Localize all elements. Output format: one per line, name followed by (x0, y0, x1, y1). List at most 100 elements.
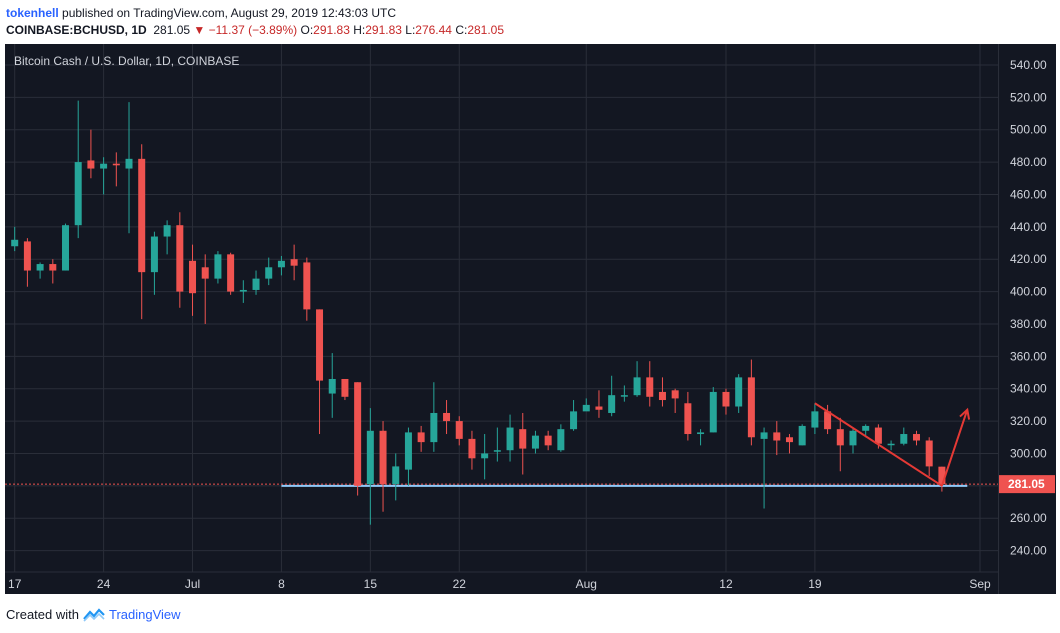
candle-body (11, 239, 19, 247)
candle-body (849, 430, 857, 446)
candle-body (582, 404, 590, 412)
y-tick-label: 260.00 (1010, 511, 1047, 525)
candle-body (277, 260, 285, 268)
candle-body (836, 429, 844, 446)
x-tick-label: 19 (808, 577, 822, 591)
close-label: C: (455, 23, 468, 37)
footer: Created with TradingView (6, 607, 181, 622)
x-tick-label: 17 (8, 577, 22, 591)
candle-body (760, 432, 768, 439)
candle-body (925, 440, 933, 467)
candle-body (595, 406, 603, 410)
candle-body (531, 435, 539, 449)
x-tick-label: 8 (278, 577, 285, 591)
ohlc-line: COINBASE:BCHUSD, 1D 281.05 ▼ −11.37 (−3.… (6, 22, 504, 38)
candle-body (735, 377, 743, 407)
candle-body (36, 264, 44, 271)
candle-body (49, 264, 57, 271)
price-axis[interactable] (998, 44, 1056, 594)
candle-body (125, 158, 133, 169)
low-label: L: (405, 23, 416, 37)
candle-body (404, 432, 412, 470)
candle-body (328, 378, 336, 394)
candle-body (74, 162, 82, 226)
high-value: 291.83 (365, 23, 402, 37)
high-label: H: (353, 23, 366, 37)
low-value: 276.44 (415, 23, 452, 37)
candle-body (697, 432, 705, 435)
y-tick-label: 400.00 (1010, 285, 1047, 299)
created-with-text: Created with (6, 607, 79, 622)
x-tick-label: Jul (185, 577, 200, 591)
y-tick-label: 440.00 (1010, 220, 1047, 234)
y-tick-label: 500.00 (1010, 123, 1047, 137)
candle-body (392, 466, 400, 485)
chart-pane[interactable] (5, 44, 998, 594)
candle-body (824, 411, 832, 430)
candle-body (150, 236, 158, 273)
y-tick-label: 540.00 (1010, 58, 1047, 72)
annotation (814, 402, 971, 487)
candle-body (163, 225, 171, 237)
y-tick-label: 480.00 (1010, 155, 1047, 169)
candle-body (430, 412, 438, 443)
author-link[interactable]: tokenhell (6, 6, 59, 20)
last-price-tag-bg (999, 475, 1055, 494)
candle-body (481, 453, 489, 459)
candle-body (379, 430, 387, 485)
symbol-label: COINBASE:BCHUSD, 1D (6, 23, 147, 37)
candle-body (239, 289, 247, 292)
x-tick-label: 12 (719, 577, 733, 591)
open-value: 291.83 (313, 23, 350, 37)
candle-body (100, 163, 108, 169)
x-tick-label: 24 (97, 577, 111, 591)
down-arrow-icon: ▼ (193, 23, 206, 37)
y-tick-label: 300.00 (1010, 446, 1047, 460)
candle-body (214, 254, 222, 279)
candle-body (658, 391, 666, 401)
tradingview-brand-link[interactable]: TradingView (108, 607, 181, 622)
candle-body (684, 403, 692, 435)
candle-body (468, 438, 476, 459)
open-label: O: (300, 23, 314, 37)
candle-body (671, 390, 679, 399)
candle-body (252, 278, 260, 290)
candle-body (874, 427, 882, 444)
candle-body (341, 378, 349, 397)
candle-body (189, 260, 197, 294)
candle-body (633, 377, 641, 396)
candle-body (938, 466, 946, 485)
candle-body (87, 160, 95, 169)
candle-body (138, 158, 146, 273)
candle-body (544, 435, 552, 446)
y-tick-label: 340.00 (1010, 382, 1047, 396)
y-tick-label: 520.00 (1010, 90, 1047, 104)
candle-body (709, 391, 717, 433)
candle-body (785, 437, 793, 443)
y-tick-label: 240.00 (1010, 544, 1047, 558)
tradingview-logo-icon (83, 607, 105, 622)
annotation-arrow-head (959, 407, 971, 420)
candle-body (176, 225, 184, 292)
candle-body (557, 429, 565, 451)
candle-body (747, 377, 755, 438)
candle-body (608, 395, 616, 413)
x-tick-label: 15 (364, 577, 378, 591)
chart-title: Bitcoin Cash / U.S. Dollar, 1D, COINBASE (14, 54, 239, 68)
x-tick-label: Sep (969, 577, 991, 591)
y-tick-label: 380.00 (1010, 317, 1047, 331)
candle-body (455, 421, 463, 439)
candle-body (112, 163, 120, 166)
candle-body (303, 262, 311, 310)
candle-body (620, 395, 628, 397)
candle-body (443, 412, 451, 422)
published-text: published on TradingView.com, August 29,… (62, 6, 397, 20)
annotation-arrow-line (940, 409, 969, 487)
candle-body (493, 450, 501, 452)
x-axis-labels: 17 24 Jul 8 15 22 Aug 12 19 Sep (8, 577, 991, 591)
candle-body (900, 434, 908, 444)
candle-body (887, 443, 895, 446)
last-price: 281.05 (153, 23, 191, 37)
candle-body (62, 225, 70, 271)
